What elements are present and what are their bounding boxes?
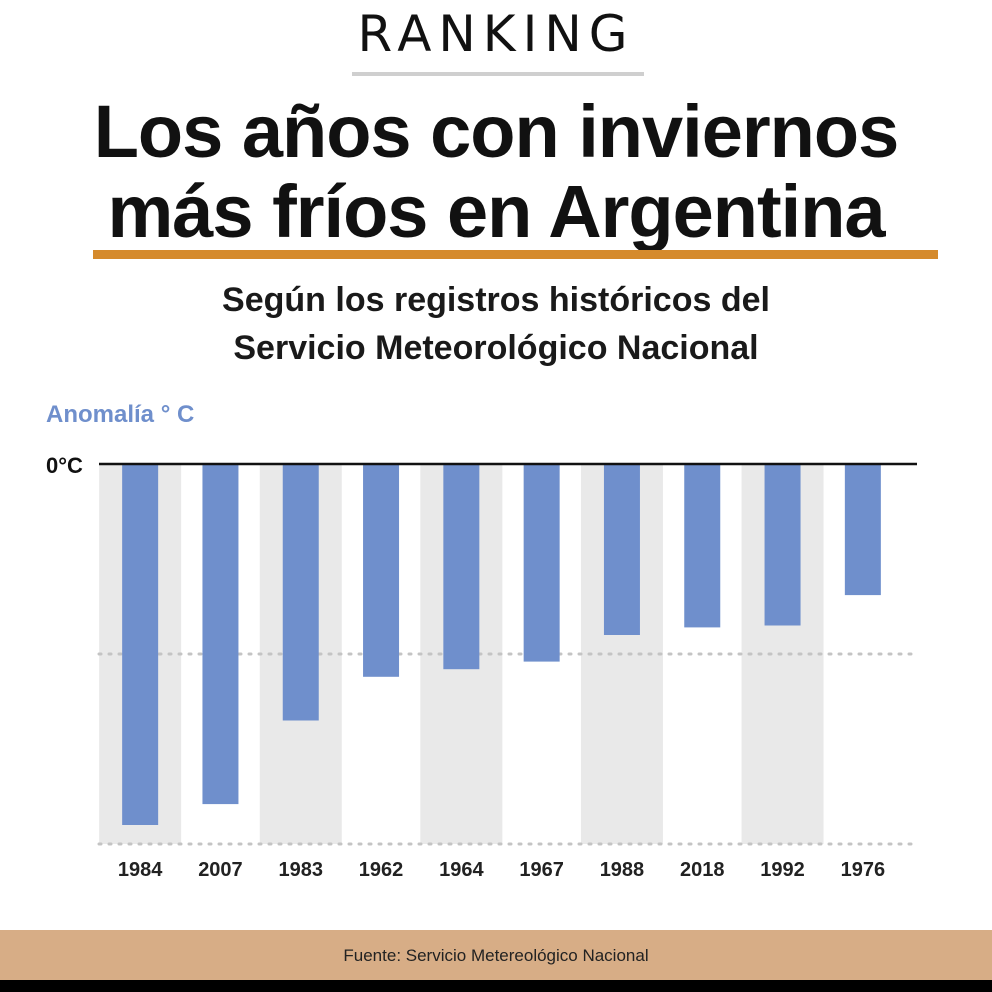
bar-1976 <box>844 464 881 596</box>
bar-1964 <box>443 464 480 670</box>
bar-1983 <box>282 464 319 721</box>
tick-label-1988: 1988 <box>600 859 645 881</box>
kicker-divider <box>352 72 644 76</box>
source-note: Fuente: Servicio Metereológico Nacional <box>343 946 649 965</box>
bar-1984 <box>122 464 159 825</box>
tick-label-1967: 1967 <box>519 859 564 881</box>
chart-title: Los años con inviernos más fríos en Arge… <box>40 92 952 252</box>
title-line-1: Los años con inviernos <box>93 90 900 173</box>
tick-label-2018: 2018 <box>680 859 725 881</box>
subtitle-line-1: Según los registros históricos del <box>222 281 770 319</box>
bar-1962 <box>363 464 400 677</box>
tick-label-1964: 1964 <box>439 859 484 881</box>
kicker-ranking: RANKING <box>357 5 635 63</box>
chart-subtitle: Según los registros históricos del Servi… <box>60 276 932 372</box>
tick-label-1992: 1992 <box>760 859 805 881</box>
bar-chart: 0°C Anomalía ° C 1984 2007 1983 1962 1964 1967 1… <box>46 401 919 881</box>
footer-bar: Fuente: Servicio Metereológico Nacional <box>0 930 992 980</box>
tick-label-2007: 2007 <box>198 859 243 881</box>
tick-label-1976: 1976 <box>841 859 886 881</box>
bar-2018 <box>684 464 721 628</box>
title-line-2: más fríos en Argentina <box>107 170 885 253</box>
y-axis-label: Anomalía ° C <box>46 401 194 428</box>
tick-label-1962: 1962 <box>359 859 404 881</box>
title-divider <box>93 250 938 259</box>
bar-2007 <box>202 464 239 805</box>
bar-1967 <box>523 464 560 662</box>
zero-label: 0°C <box>46 453 83 478</box>
subtitle-line-2: Servicio Meteorológico Nacional <box>233 329 759 367</box>
bar-1992 <box>764 464 801 626</box>
tick-label-1984: 1984 <box>118 859 163 881</box>
bar-1988 <box>603 464 640 635</box>
tick-label-1983: 1983 <box>279 859 324 881</box>
logo-strip <box>0 980 992 992</box>
